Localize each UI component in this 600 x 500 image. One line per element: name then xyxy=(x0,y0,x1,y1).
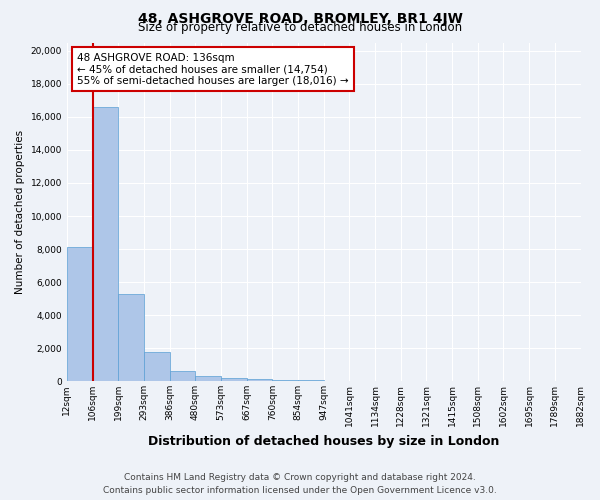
Text: 48 ASHGROVE ROAD: 136sqm
← 45% of detached houses are smaller (14,754)
55% of se: 48 ASHGROVE ROAD: 136sqm ← 45% of detach… xyxy=(77,52,349,86)
Bar xyxy=(118,294,144,382)
Bar xyxy=(92,107,118,382)
Bar xyxy=(221,378,247,382)
Bar xyxy=(170,372,196,382)
Y-axis label: Number of detached properties: Number of detached properties xyxy=(15,130,25,294)
Bar xyxy=(144,352,170,382)
Bar xyxy=(67,248,92,382)
Text: 48, ASHGROVE ROAD, BROMLEY, BR1 4JW: 48, ASHGROVE ROAD, BROMLEY, BR1 4JW xyxy=(137,12,463,26)
Text: Contains HM Land Registry data © Crown copyright and database right 2024.
Contai: Contains HM Land Registry data © Crown c… xyxy=(103,474,497,495)
Bar xyxy=(272,380,298,382)
Bar xyxy=(298,380,324,382)
Bar xyxy=(247,380,272,382)
X-axis label: Distribution of detached houses by size in London: Distribution of detached houses by size … xyxy=(148,434,499,448)
Text: Size of property relative to detached houses in London: Size of property relative to detached ho… xyxy=(138,22,462,35)
Bar xyxy=(196,376,221,382)
